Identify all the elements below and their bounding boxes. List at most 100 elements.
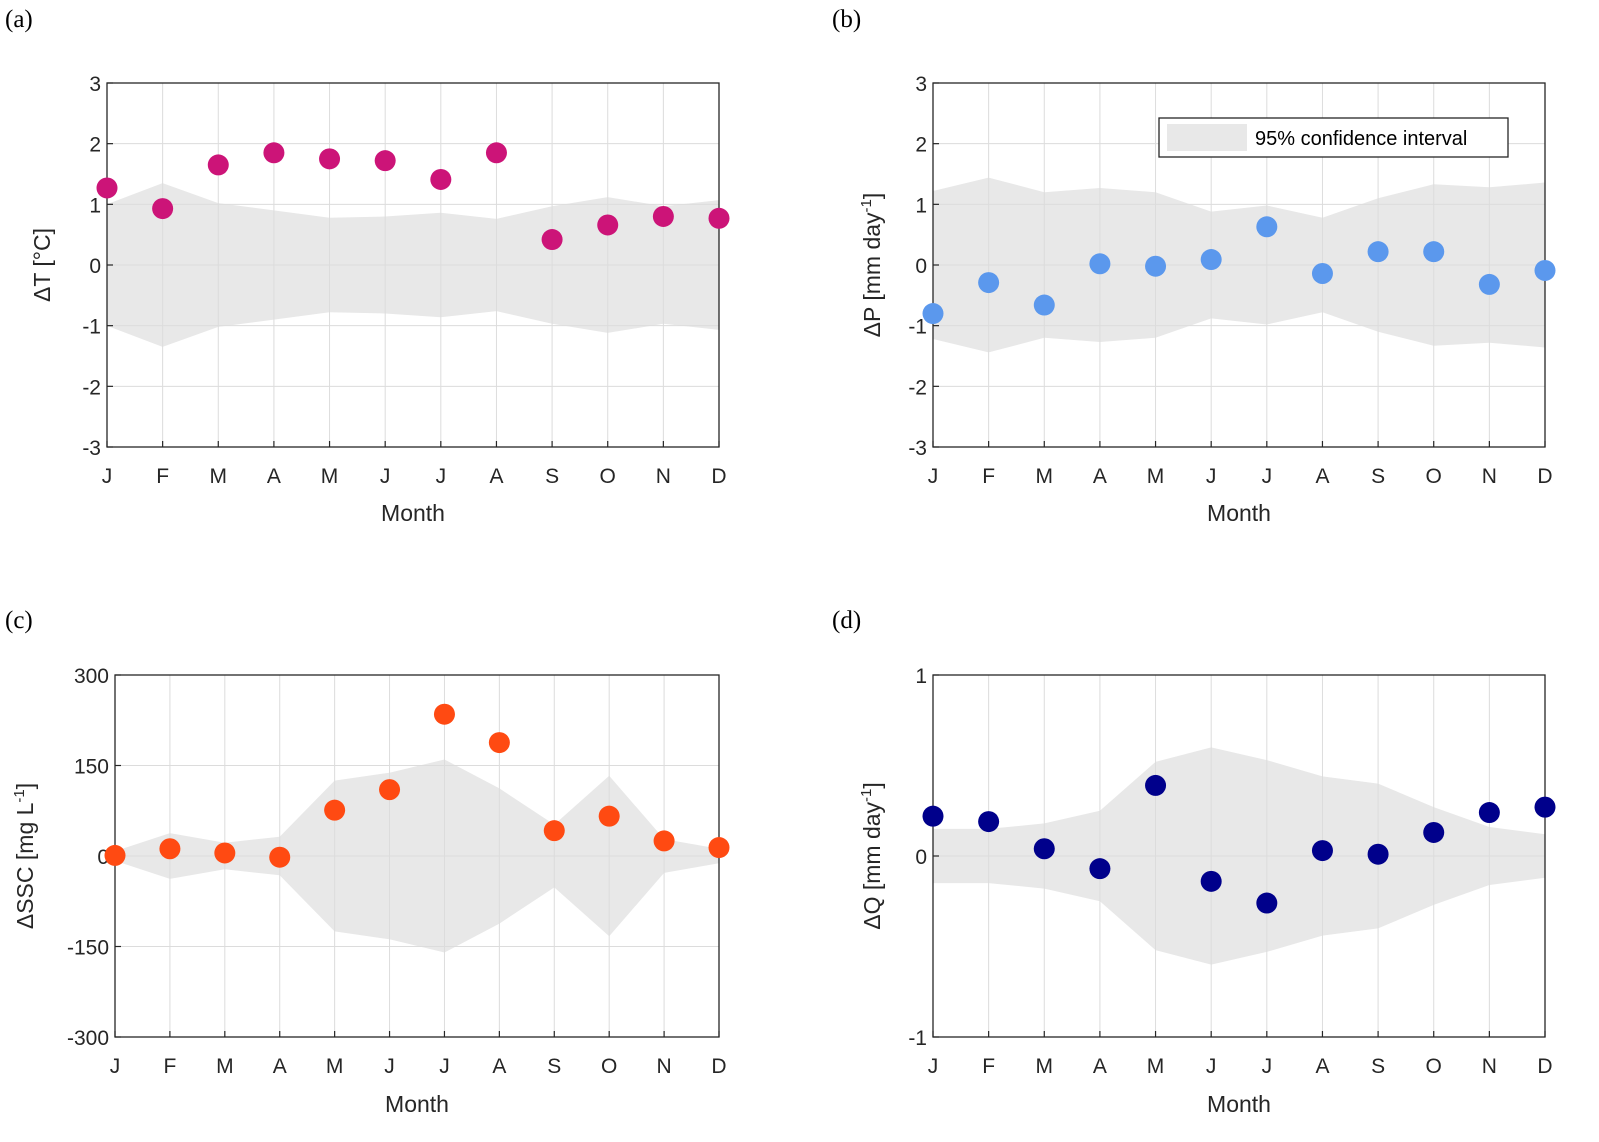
x-tick-label: J bbox=[928, 1055, 939, 1078]
data-point bbox=[708, 837, 730, 859]
x-tick-label: F bbox=[156, 465, 169, 488]
data-point bbox=[96, 177, 118, 199]
x-tick-label: A bbox=[492, 1055, 506, 1078]
y-axis-label: ΔQ [mm day-1] bbox=[858, 782, 885, 930]
data-point bbox=[1200, 870, 1222, 892]
x-tick-label: O bbox=[1426, 465, 1442, 488]
data-point bbox=[1033, 294, 1055, 316]
y-axis-label: ΔP [mm day-1] bbox=[858, 193, 885, 338]
panel-label: (d) bbox=[832, 607, 861, 634]
data-point bbox=[1145, 774, 1167, 796]
data-point bbox=[1534, 259, 1556, 281]
data-point bbox=[922, 303, 944, 325]
x-tick-label: O bbox=[600, 465, 616, 488]
data-point bbox=[1423, 241, 1445, 263]
data-point bbox=[430, 168, 452, 190]
x-tick-label: D bbox=[1537, 465, 1552, 488]
y-tick-label: 1 bbox=[915, 665, 927, 688]
x-tick-label: M bbox=[1036, 1055, 1054, 1078]
data-point bbox=[1478, 802, 1500, 824]
x-tick-label: J bbox=[928, 465, 939, 488]
data-point bbox=[597, 214, 619, 236]
data-point bbox=[1478, 273, 1500, 295]
x-tick-label: N bbox=[1482, 1055, 1497, 1078]
x-tick-label: J bbox=[1262, 1055, 1273, 1078]
y-tick-label: 0 bbox=[915, 846, 927, 869]
x-tick-label: A bbox=[1315, 1055, 1329, 1078]
data-point bbox=[485, 142, 507, 164]
data-point bbox=[152, 198, 174, 220]
x-tick-label: J bbox=[1206, 1055, 1217, 1078]
data-point bbox=[1145, 255, 1167, 277]
y-tick-label: -1 bbox=[82, 316, 101, 339]
x-tick-label: J bbox=[439, 1055, 450, 1078]
y-tick-label: -300 bbox=[67, 1027, 109, 1050]
data-point bbox=[1256, 892, 1278, 914]
data-point bbox=[598, 805, 620, 827]
x-tick-label: A bbox=[273, 1055, 287, 1078]
data-point bbox=[488, 732, 510, 754]
x-tick-label: N bbox=[1482, 465, 1497, 488]
data-point bbox=[978, 272, 1000, 294]
x-tick-label: J bbox=[110, 1055, 121, 1078]
y-tick-label: -3 bbox=[908, 437, 927, 460]
x-tick-label: M bbox=[210, 465, 228, 488]
x-tick-label: J bbox=[102, 465, 113, 488]
y-tick-label: 3 bbox=[89, 73, 101, 96]
x-tick-label: M bbox=[1147, 465, 1165, 488]
panel-label: (c) bbox=[5, 607, 33, 634]
y-axis-label: ΔSSC [mg L-1] bbox=[11, 783, 38, 929]
data-point bbox=[1423, 821, 1445, 843]
x-tick-label: F bbox=[982, 465, 995, 488]
x-axis-label: Month bbox=[385, 1091, 449, 1117]
y-tick-label: 0 bbox=[915, 255, 927, 278]
x-tick-label: J bbox=[1206, 465, 1217, 488]
x-tick-label: S bbox=[1371, 465, 1385, 488]
x-tick-label: N bbox=[657, 1055, 672, 1078]
data-point bbox=[269, 846, 291, 868]
y-axis-label: ΔT [°C] bbox=[29, 228, 55, 302]
data-point bbox=[207, 154, 229, 176]
data-point bbox=[379, 779, 401, 801]
x-tick-label: A bbox=[1093, 465, 1107, 488]
x-tick-label: O bbox=[1426, 1055, 1442, 1078]
y-tick-label: 3 bbox=[915, 73, 927, 96]
data-point bbox=[319, 148, 341, 170]
x-tick-label: S bbox=[1371, 1055, 1385, 1078]
x-tick-label: A bbox=[1093, 1055, 1107, 1078]
data-point bbox=[374, 150, 396, 172]
data-point bbox=[652, 205, 674, 227]
x-axis-label: Month bbox=[381, 500, 445, 526]
x-tick-label: S bbox=[545, 465, 559, 488]
panel-d: J F M A M J J A S O N D -1 0 1 Month ΔQ [mm day-1] (d) bbox=[832, 607, 1556, 1117]
data-point bbox=[1256, 216, 1278, 238]
data-point bbox=[978, 811, 1000, 833]
panel-label: (b) bbox=[832, 6, 861, 33]
x-tick-label: D bbox=[711, 465, 726, 488]
x-axis-label: Month bbox=[1207, 500, 1271, 526]
data-point bbox=[214, 842, 236, 864]
x-tick-label: F bbox=[163, 1055, 176, 1078]
y-tick-label: 0 bbox=[97, 846, 109, 869]
y-tick-label: 2 bbox=[915, 134, 927, 157]
data-point bbox=[104, 844, 126, 866]
x-tick-label: M bbox=[216, 1055, 234, 1078]
y-tick-label: -2 bbox=[82, 376, 101, 399]
data-point bbox=[1033, 838, 1055, 860]
data-point bbox=[1534, 796, 1556, 818]
y-tick-label: -1 bbox=[908, 316, 927, 339]
legend-label: 95% confidence interval bbox=[1255, 128, 1467, 150]
x-tick-label: F bbox=[982, 1055, 995, 1078]
panel-a: J F M A M J J A S O N D -3 -2 -1 0 1 2 3 Month ΔT [°C] (a) bbox=[5, 6, 730, 526]
x-tick-label: A bbox=[1315, 465, 1329, 488]
y-tick-label: 1 bbox=[915, 194, 927, 217]
y-tick-label: 150 bbox=[74, 756, 109, 779]
data-point bbox=[1367, 843, 1389, 865]
data-point bbox=[1089, 253, 1111, 275]
data-point bbox=[1311, 262, 1333, 284]
y-tick-label: -3 bbox=[82, 437, 101, 460]
data-point bbox=[653, 830, 675, 852]
x-tick-label: J bbox=[436, 465, 447, 488]
data-point bbox=[922, 805, 944, 827]
